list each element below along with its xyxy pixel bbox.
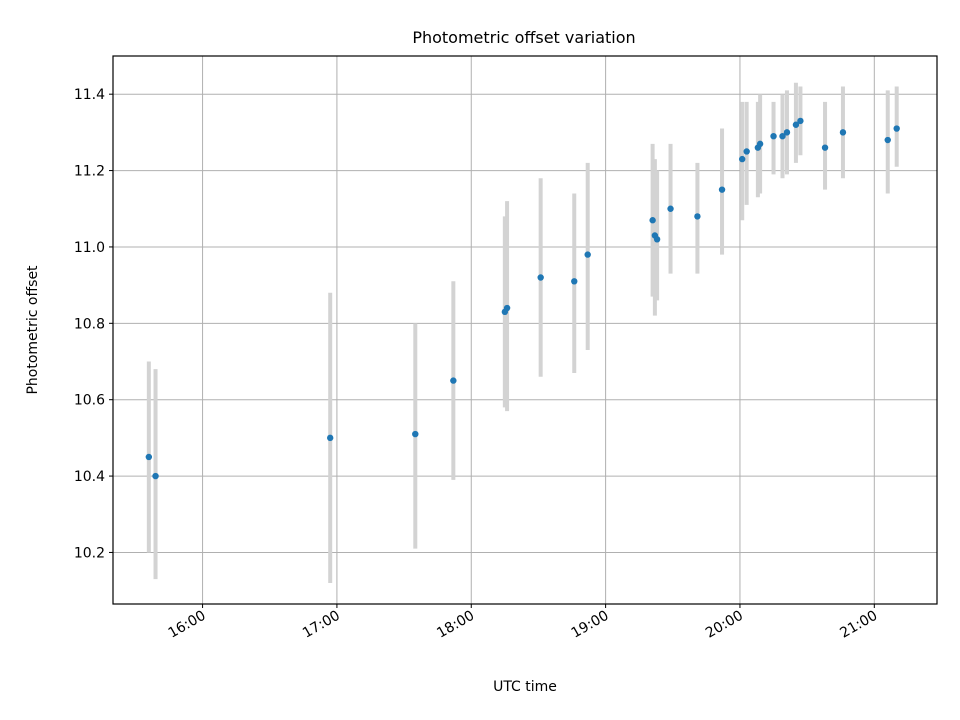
y-axis-label: Photometric offset (25, 265, 41, 395)
errorbar-layer (146, 82, 899, 583)
x-tick-label: 18:00 (434, 608, 477, 642)
grid-layer (113, 56, 937, 604)
data-point (503, 304, 511, 312)
data-point (584, 251, 591, 258)
data-point (537, 274, 544, 281)
point-layer (145, 117, 900, 480)
data-point (653, 236, 661, 243)
x-tick-label: 19:00 (569, 608, 612, 642)
data-point (738, 155, 746, 163)
data-point (779, 132, 786, 140)
data-point (783, 129, 791, 136)
y-tick-label: 10.2 (74, 545, 105, 561)
y-tick-label: 11.2 (74, 164, 105, 180)
y-tick-label: 11.0 (74, 240, 105, 256)
data-point (770, 132, 777, 140)
x-tick-label: 21:00 (837, 608, 880, 642)
data-point (694, 213, 701, 220)
data-point (412, 430, 419, 438)
data-point (743, 148, 750, 155)
data-point (649, 217, 656, 224)
data-point (884, 136, 891, 144)
data-point (145, 453, 153, 461)
y-tick-label: 11.4 (74, 87, 105, 103)
data-point (326, 434, 334, 442)
data-point (667, 205, 674, 212)
x-tick-label: 16:00 (166, 608, 209, 642)
data-point (797, 117, 804, 125)
data-point (756, 140, 764, 148)
y-tick-label: 10.4 (74, 469, 105, 485)
y-tick-label: 10.8 (74, 316, 105, 332)
plot-frame (112, 55, 938, 605)
chart-title: Photometric offset variation (412, 28, 635, 47)
x-tick-label: 20:00 (703, 608, 746, 642)
data-point (792, 121, 800, 128)
x-axis-label: UTC time (493, 679, 557, 695)
data-point (571, 278, 578, 285)
data-point (821, 144, 829, 151)
y-tick-label: 10.6 (74, 393, 105, 409)
data-point (718, 186, 726, 193)
x-tick-label: 17:00 (300, 608, 343, 642)
data-point (839, 129, 847, 136)
data-point (450, 377, 457, 384)
data-point (893, 125, 900, 132)
data-point (152, 472, 159, 480)
